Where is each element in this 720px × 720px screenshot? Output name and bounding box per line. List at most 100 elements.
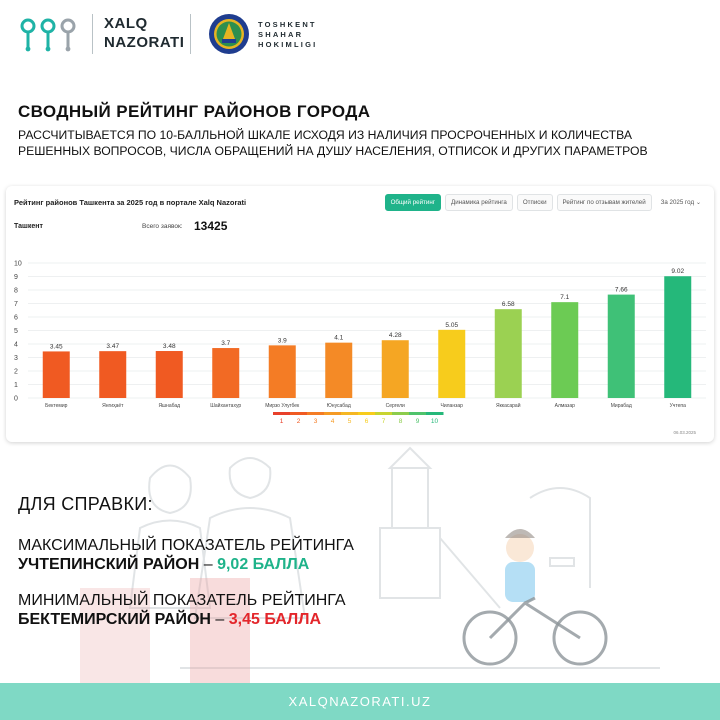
page-subtitle-line: РЕШЕННЫХ ВОПРОСОВ, ЧИСЛА ОБРАЩЕНИЙ НА ДУ… (18, 144, 648, 158)
chart-title: Рейтинг районов Ташкента за 2025 год в п… (14, 198, 247, 207)
x-tick-label: Янгиҳаёт (102, 403, 124, 409)
bar (42, 351, 70, 398)
legend-scale-label: 7 (382, 418, 386, 425)
legend-scale-segment (426, 412, 444, 415)
bar-value-label: 5.05 (445, 322, 458, 329)
hokimligi-label: TOSHKENT SHAHAR HOKIMLIGI (258, 20, 318, 49)
x-tick-label: Бектемир (45, 403, 68, 409)
bar-value-label: 4.28 (389, 332, 402, 339)
legend-scale-segment (358, 412, 376, 415)
x-tick-label: Яккасарай (496, 402, 521, 409)
bar-value-label: 7.1 (560, 294, 569, 301)
page-title: СВОДНЫЙ РЕЙТИНГ РАЙОНОВ ГОРОДА (18, 102, 371, 121)
bar (212, 348, 240, 398)
bar-value-label: 9.02 (671, 268, 684, 275)
footer-url[interactable]: XALQNAZORATI.UZ (288, 694, 432, 709)
toshkent-seal-icon (209, 14, 249, 54)
y-tick-label: 5 (14, 328, 18, 335)
legend-scale-segment (409, 412, 427, 415)
header-divider (92, 14, 93, 54)
legend-scale-label: 8 (399, 418, 403, 425)
bar-value-label: 3.9 (278, 337, 287, 344)
min-rating-district: БЕКТЕМИРСКИЙ РАЙОН (18, 611, 211, 628)
total-requests-value: 13425 (194, 219, 228, 233)
xalq-nazorati-logo-icon (20, 18, 76, 52)
reference-block: ДЛЯ СПРАВКИ: МАКСИМАЛЬНЫЙ ПОКАЗАТЕЛЬ РЕЙ… (18, 494, 618, 629)
y-tick-label: 9 (14, 274, 18, 281)
x-tick-label: Мирабад (611, 403, 632, 409)
year-select-label: За 2025 год (660, 199, 695, 206)
legend-scale-label: 9 (416, 418, 420, 425)
bar-value-label: 6.58 (502, 301, 515, 308)
legend-scale-label: 6 (365, 418, 369, 425)
tab-resident-feedback[interactable]: Рейтинг по отзывам жителей (556, 194, 652, 211)
legend-scale-segment (290, 412, 308, 415)
legend-scale-segment (392, 412, 410, 415)
legend-scale-label: 10 (431, 418, 439, 425)
legend-scale-segment (324, 412, 342, 415)
x-tick-label: Яшнабад (158, 403, 180, 409)
chevron-down-icon: ⌄ (695, 199, 701, 206)
chart-card: Рейтинг районов Ташкента за 2025 год в п… (6, 186, 714, 442)
date-note: 06.03.2025 (673, 430, 696, 435)
tab-rating-dynamics[interactable]: Динамика рейтинга (445, 194, 513, 211)
legend-scale-label: 4 (331, 418, 335, 425)
y-tick-label: 1 (14, 382, 18, 389)
bar (381, 340, 409, 398)
min-rating-line: БЕКТЕМИРСКИЙ РАЙОН – 3,45 БАЛЛА (18, 610, 618, 629)
bar-value-label: 3.7 (221, 340, 230, 347)
x-tick-label: Чиланзар (441, 403, 464, 409)
page-subtitle-line: РАССЧИТЫВАЕТСЯ ПО 10-БАЛЛЬНОЙ ШКАЛЕ ИСХО… (18, 128, 632, 142)
chart-tabs: Общий рейтинг Динамика рейтинга Отписки … (384, 194, 706, 211)
y-tick-label: 3 (14, 355, 18, 362)
brand-name: XALQ NAZORATI (104, 15, 185, 51)
legend-scale-segment (307, 412, 325, 415)
bar (551, 302, 579, 398)
bar (155, 351, 183, 398)
tab-overall-rating[interactable]: Общий рейтинг (384, 194, 441, 211)
bar-chart: 0 1 2 3 4 5 6 7 8 9 10 3.45 Бектемир 3.47 Янгиҳаёт 3.48… (14, 261, 706, 435)
bar-value-label: 3.48 (163, 343, 176, 350)
bar (494, 309, 522, 398)
x-tick-label: Алмазар (555, 403, 575, 409)
y-tick-label: 2 (14, 369, 18, 376)
min-rating-value: 3,45 БАЛЛА (228, 611, 321, 628)
bar (325, 342, 353, 398)
tab-formal-replies[interactable]: Отписки (516, 194, 553, 211)
dash: – (210, 611, 229, 628)
x-tick-label: Мирзо Улугбек (265, 403, 300, 409)
year-select[interactable]: За 2025 год ⌄ (656, 195, 706, 210)
y-tick-label: 0 (14, 396, 18, 403)
y-tick-label: 6 (14, 315, 18, 322)
x-tick-label: Юнусабад (327, 403, 351, 409)
bar-value-label: 4.1 (334, 335, 343, 342)
y-tick-label: 8 (14, 288, 18, 295)
max-rating-district: УЧТЕПИНСКИЙ РАЙОН (18, 556, 200, 573)
min-rating-label: МИНИМАЛЬНЫЙ ПОКАЗАТЕЛЬ РЕЙТИНГА (18, 592, 346, 609)
legend-scale-label: 1 (280, 418, 284, 425)
legend-scale-label: 3 (314, 418, 318, 425)
city-label: Ташкент (14, 223, 43, 230)
x-tick-label: Учтепа (670, 403, 687, 409)
heading-block: СВОДНЫЙ РЕЙТИНГ РАЙОНОВ ГОРОДА РАССЧИТЫВ… (18, 102, 708, 159)
bar (664, 276, 692, 398)
y-tick-label: 10 (14, 261, 22, 268)
bar (438, 329, 466, 398)
x-tick-label: Шайхантахур (210, 402, 241, 409)
max-rating-value: 9,02 БАЛЛА (217, 556, 310, 573)
legend-scale-label: 2 (297, 418, 301, 425)
bar (268, 345, 296, 398)
bar (99, 351, 127, 398)
reference-title: ДЛЯ СПРАВКИ: (18, 494, 153, 514)
dash: – (199, 556, 218, 573)
background-illustration (80, 446, 660, 688)
legend-scale-segment (341, 412, 359, 415)
max-rating-label: МАКСИМАЛЬНЫЙ ПОКАЗАТЕЛЬ РЕЙТИНГА (18, 537, 354, 554)
header: XALQ NAZORATI TOSHKENT SHAHAR HOKIMLIGI (0, 0, 720, 70)
legend-scale-segment (375, 412, 393, 415)
y-tick-label: 4 (14, 342, 18, 349)
total-requests-label: Всего заявок: (142, 223, 183, 230)
bar (607, 294, 635, 398)
bar-value-label: 3.47 (106, 343, 119, 350)
legend-scale-segment (273, 412, 291, 415)
